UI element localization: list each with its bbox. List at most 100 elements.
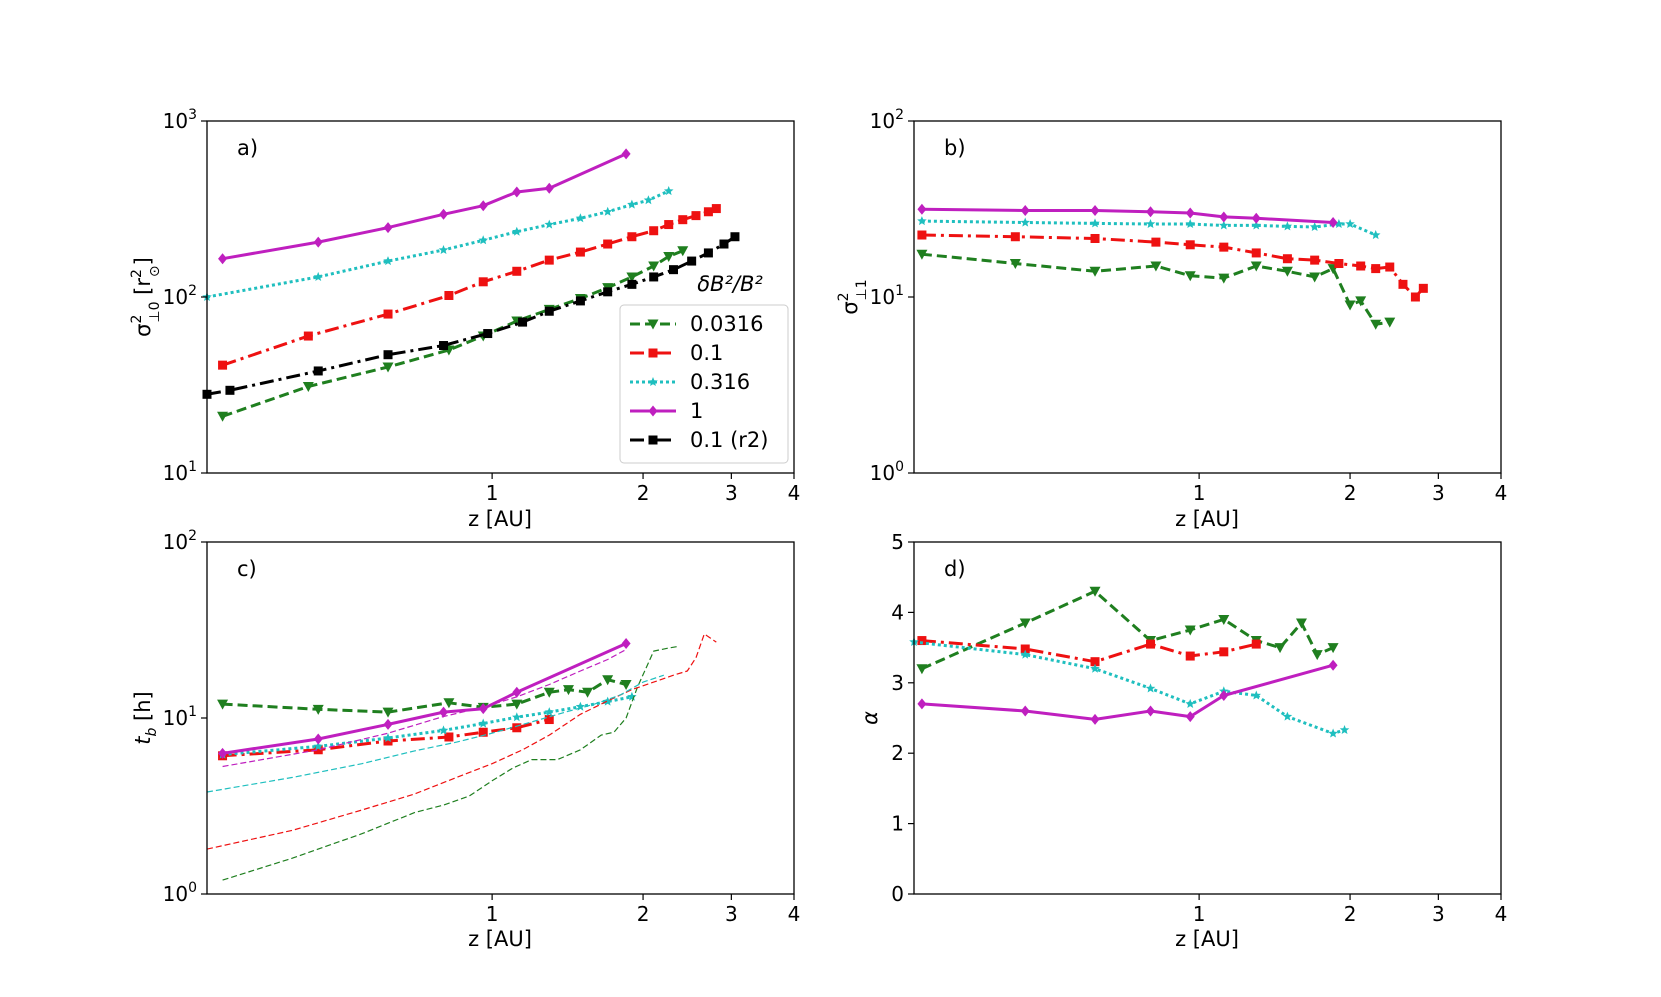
panel-a-series-2-point-7	[575, 213, 586, 223]
panel-b-series-0-point-2	[1089, 266, 1101, 277]
panel-a-series-4-point-13	[687, 256, 697, 266]
panel-d-series-2-line	[914, 640, 1345, 735]
panel-c-xlabel: z [AU]	[468, 927, 532, 951]
panel-d-xtick-label-1: 2	[1344, 902, 1357, 926]
panel-b-series-3-point-4	[1185, 207, 1195, 219]
panel-d-series-3-point-6	[1328, 659, 1338, 671]
panel-c-xtick-label-3: 4	[788, 902, 801, 926]
panel-c-series-2-point-6	[544, 707, 554, 717]
panel-d-ytick-label-2: 2	[891, 741, 904, 765]
panel-b-series-1-point-9	[1334, 259, 1344, 269]
panel-b-series-0-point-6	[1250, 261, 1262, 272]
panel-a-series-0-point-1	[302, 382, 314, 393]
panel-a-series-2-point-5	[512, 226, 522, 236]
legend-entry-0: 0.0316	[690, 312, 763, 336]
panel-d-xtick-label-3: 4	[1495, 902, 1508, 926]
panel-d-series-0-point-8	[1295, 618, 1307, 629]
panel-c-ytick-label-1: 101	[163, 704, 197, 730]
panel-b-series-0-point-0	[916, 249, 928, 260]
panel-a-series-1-point-14	[703, 207, 713, 217]
panel-b-ylabel: σ2 ⊥1	[836, 279, 870, 314]
panel-d-xtick-label-2: 3	[1432, 902, 1445, 926]
panel-d-series-3-point-2	[1090, 713, 1100, 725]
panel-c-series-3-line	[222, 642, 627, 755]
legend-entry-1: 0.1	[690, 341, 723, 365]
panel-a-xtick-label-0: 1	[486, 481, 499, 505]
panel-c-xtick-label-2: 3	[725, 902, 738, 926]
legend-marker-4	[648, 435, 658, 445]
panel-d-series-0-point-9	[1311, 650, 1323, 661]
panel-b-series-1-point-10	[1356, 261, 1366, 271]
panel-a-series-4-point-15	[719, 239, 729, 249]
panel-b-series-3-point-3	[1146, 206, 1156, 218]
panel-a-series-0-point-2	[382, 362, 394, 373]
panel-c-series-2-point-3	[438, 725, 449, 735]
panel-b-xtick-label-2: 3	[1432, 481, 1445, 505]
panel-d-series-2-point-8	[1328, 728, 1338, 738]
panel-a-series-1-point-7	[575, 247, 585, 257]
panel-b-series-3-point-1	[1020, 205, 1030, 217]
panel-a-series-3-point-1	[313, 236, 323, 248]
panel-d-series-1-point-6	[1251, 639, 1261, 649]
panel-b-series-1-point-8	[1310, 255, 1320, 265]
panel-b-series-1-point-13	[1398, 279, 1408, 289]
panel-a-series-3-point-3	[439, 208, 449, 220]
panel-b-series-1-point-2	[1090, 233, 1100, 243]
panel-a-series-1-point-1	[303, 331, 313, 341]
panel-c-series-0-line	[222, 678, 627, 714]
panel-d-ytick-label-1: 1	[891, 812, 904, 836]
panel-a-ylabel: σ2 ⊥0 [r2 ⊙]	[129, 257, 163, 337]
panel-a-series-2-point-6	[544, 219, 554, 229]
panel-a-series-0-point-12	[677, 246, 689, 257]
panel-b-series-1-point-0	[917, 230, 927, 240]
panel-c-series-0-point-0	[217, 699, 229, 710]
panel-a-series-1-point-3	[444, 290, 454, 300]
panel-d-series-0-point-4	[1184, 625, 1196, 636]
panel-b-series-0-point-3	[1150, 261, 1162, 272]
panel-a-xtick-label-2: 3	[725, 481, 738, 505]
panel-c: 1 2 3 4 100 101 102 c) z [AU] tb [h]	[131, 528, 800, 951]
panel-a-series-4-point-10	[627, 279, 637, 289]
panel-a-series-3-point-4	[478, 200, 488, 212]
panel-d-series-1-point-4	[1185, 651, 1195, 661]
panel-c-ytick-label-2: 102	[163, 528, 197, 554]
panel-d-ylabel: α	[858, 711, 882, 725]
panel-c-series-2-point-8	[602, 696, 613, 706]
panel-a-series-4-point-8	[575, 296, 585, 306]
panel-d-xlabel: z [AU]	[1175, 927, 1239, 951]
panel-a-series-4-point-16	[730, 232, 740, 242]
panel-a-series-2-point-3	[438, 245, 449, 254]
panel-c-series-1-point-6	[544, 715, 554, 725]
panel-a-series-4-point-11	[649, 272, 659, 282]
panel-c-series-1-point-4	[478, 727, 488, 737]
panel-b-series-2-point-2	[1090, 218, 1100, 228]
panel-c-series-0-point-3	[443, 698, 455, 709]
panel-d-series-0-point-1	[1019, 618, 1031, 629]
panel-c-series-6-line	[207, 674, 664, 793]
panel-d-ytick-label-0: 0	[891, 882, 904, 906]
panel-b-xtick-label-3: 4	[1495, 481, 1508, 505]
panel-a-series-2-line	[207, 189, 670, 299]
panel-a-series-4-point-4	[439, 341, 449, 351]
panel-c-series-0-point-9	[602, 675, 614, 686]
legend-entry-3: 1	[690, 399, 703, 423]
panel-a-series-4-point-2	[313, 366, 323, 376]
panel-a-series-1-point-15	[711, 204, 721, 214]
panel-a-series-2-point-8	[602, 206, 613, 216]
panel-c-series-3-point-0	[218, 747, 228, 759]
panel-d-series-0-point-7	[1274, 643, 1286, 654]
panel-a-series-1-point-0	[218, 360, 228, 370]
panel-b-series-2-line	[921, 219, 1377, 237]
panel-a-series-0-point-10	[648, 261, 660, 272]
panel-c-xtick-label-1: 2	[637, 902, 650, 926]
panel-a-xlabel: z [AU]	[468, 507, 532, 531]
panel-c-series-3-point-5	[512, 686, 522, 698]
panel-b-series-3-point-0	[917, 203, 927, 215]
panel-c-series-3-point-4	[478, 703, 488, 715]
panel-d-frame	[913, 541, 1502, 895]
panel-a-series-1-point-4	[478, 277, 488, 287]
panel-b-series-0-point-5	[1218, 273, 1230, 284]
panel-a-series-1-point-9	[627, 232, 637, 242]
legend-title: δB²/B²	[697, 272, 763, 296]
